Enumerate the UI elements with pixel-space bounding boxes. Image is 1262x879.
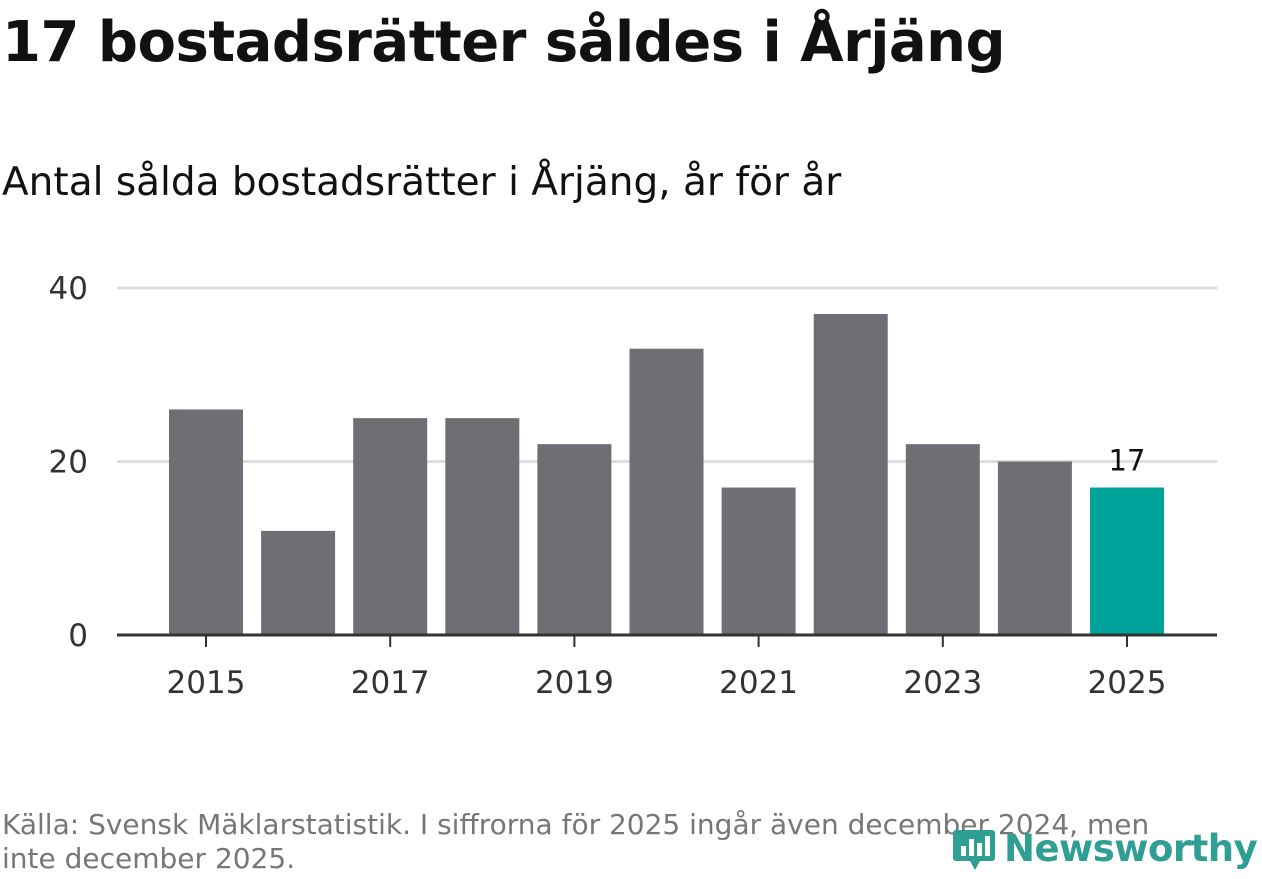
bar-2025 xyxy=(1090,487,1164,635)
bar-2023 xyxy=(905,444,980,635)
x-tick-label-2023: 2023 xyxy=(903,665,982,701)
newsworthy-logo: Newsworthy xyxy=(952,824,1258,872)
bar-2016 xyxy=(261,530,336,635)
bar-2017 xyxy=(353,418,428,635)
y-tick-label-20: 20 xyxy=(49,445,88,481)
bar-2018 xyxy=(445,418,520,635)
bar-2019 xyxy=(537,444,612,635)
bar-chart: 0 20 40 2015 2017 2019 2021 2023 2025 17 xyxy=(49,271,1217,701)
x-tick-label-2017: 2017 xyxy=(351,665,430,701)
chart-subtitle: Antal sålda bostadsrätter i Årjäng, år f… xyxy=(2,160,842,205)
bar-2021 xyxy=(721,487,796,635)
x-tick-label-2019: 2019 xyxy=(535,665,614,701)
x-tick-label-2021: 2021 xyxy=(719,665,798,701)
newsworthy-logo-icon xyxy=(953,830,995,870)
y-tick-label-0: 0 xyxy=(68,618,88,654)
x-tick-label-2025: 2025 xyxy=(1088,665,1167,701)
data-label-2025: 17 xyxy=(1109,444,1146,478)
bar-2020 xyxy=(629,348,704,635)
bar-2015 xyxy=(169,409,243,635)
x-tick-label-2015: 2015 xyxy=(167,665,246,701)
chart-title: 17 bostadsrätter såldes i Årjäng xyxy=(2,10,1006,75)
newsworthy-logo-text: Newsworthy xyxy=(1004,826,1258,870)
y-tick-label-40: 40 xyxy=(49,271,88,307)
bar-2022 xyxy=(813,314,888,635)
bar-2024 xyxy=(997,461,1072,635)
